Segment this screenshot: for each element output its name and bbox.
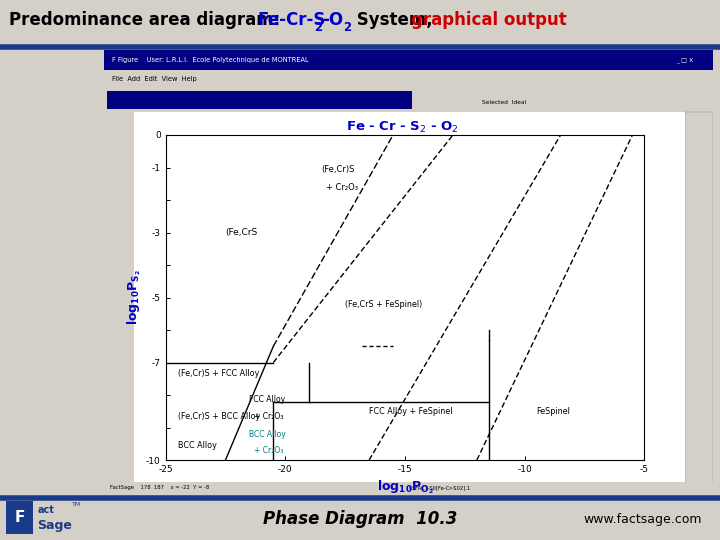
- Text: (Fe,Cr)S + FCC Alloy: (Fe,Cr)S + FCC Alloy: [178, 369, 259, 379]
- Text: (Fe,Cr)S + BCC Alloy: (Fe,Cr)S + BCC Alloy: [178, 411, 260, 421]
- Text: (Fe,CrS + FeSpinel): (Fe,CrS + FeSpinel): [345, 300, 423, 308]
- Text: 2: 2: [314, 21, 322, 34]
- Text: (Fe,Cr)S: (Fe,Cr)S: [321, 165, 354, 174]
- Text: + Cr₂O₃: + Cr₂O₃: [326, 183, 358, 192]
- Text: Fe-Cr-S: Fe-Cr-S: [257, 11, 325, 29]
- Text: FactSage    178  187    x = -22  Y = -8: FactSage 178 187 x = -22 Y = -8: [110, 485, 210, 490]
- Text: Selected  Ideal: Selected Ideal: [482, 99, 526, 105]
- Text: graphical output: graphical output: [411, 11, 567, 29]
- Text: + Cr₂O₃: + Cr₂O₃: [254, 446, 284, 455]
- Text: Sage: Sage: [37, 519, 72, 532]
- Bar: [685, 112, 713, 494]
- Text: (Fe,CrS: (Fe,CrS: [225, 228, 258, 237]
- Text: BCC Alloy: BCC Alloy: [249, 430, 286, 438]
- Text: File  Add  Edit  View  Help: File Add Edit View Help: [112, 77, 197, 83]
- Text: FCC Alloy: FCC Alloy: [249, 395, 286, 404]
- Bar: [6, 502, 33, 535]
- Text: 1273 K, mole Cr/(Fe+Cr) = 0.5: 1273 K, mole Cr/(Fe+Cr) = 0.5: [328, 138, 477, 148]
- Text: _ □ X: _ □ X: [676, 57, 693, 63]
- Text: www.factsage.com: www.factsage.com: [583, 513, 702, 526]
- Text: C:\FACT-SII[Fe-Cr-S02].1: C:\FACT-SII[Fe-Cr-S02].1: [409, 485, 471, 490]
- Bar: [134, 112, 685, 482]
- Text: Fe - Cr - S$_2$ - O$_2$: Fe - Cr - S$_2$ - O$_2$: [346, 120, 459, 135]
- Text: + Cr₂O₃: + Cr₂O₃: [254, 411, 284, 421]
- Y-axis label: $\mathbf{log_{10}P_{S_2}}$: $\mathbf{log_{10}P_{S_2}}$: [126, 269, 143, 326]
- Text: System,: System,: [351, 11, 438, 29]
- Bar: [104, 70, 713, 89]
- X-axis label: $\mathbf{log_{10}P_{O_2}}$: $\mathbf{log_{10}P_{O_2}}$: [377, 478, 433, 496]
- Text: -O: -O: [323, 11, 343, 29]
- Text: FCC Alloy + FeSpinel: FCC Alloy + FeSpinel: [369, 407, 453, 416]
- Text: Phase Diagram  10.3: Phase Diagram 10.3: [263, 510, 457, 528]
- Text: F Figure    User: L.R.L.I.  Ecole Polytechnique de MONTREAL: F Figure User: L.R.L.I. Ecole Polytechni…: [112, 57, 308, 63]
- Text: TM: TM: [72, 502, 81, 507]
- Text: BCC Alloy: BCC Alloy: [178, 441, 217, 450]
- Text: F: F: [14, 510, 24, 524]
- Bar: [104, 112, 134, 482]
- Text: 2: 2: [343, 21, 351, 34]
- Text: FeSpinel: FeSpinel: [536, 407, 570, 416]
- Bar: [104, 482, 713, 494]
- Bar: [104, 50, 713, 70]
- Text: act: act: [37, 505, 54, 515]
- Bar: [104, 89, 713, 112]
- Bar: [107, 91, 412, 109]
- Text: Predominance area diagram:: Predominance area diagram:: [9, 11, 286, 29]
